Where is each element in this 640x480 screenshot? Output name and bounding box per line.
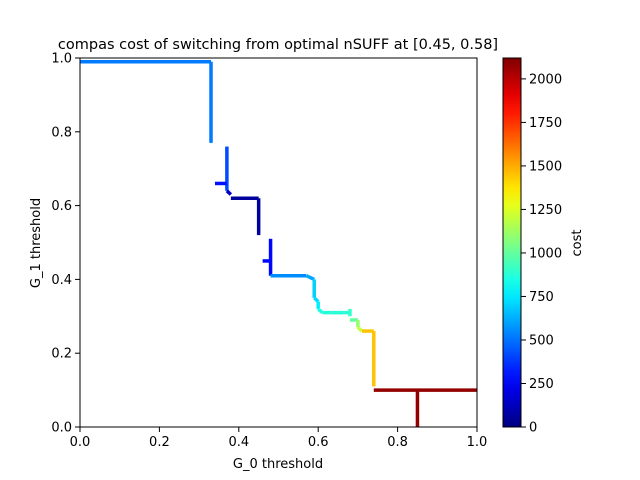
y-axis: 0.0 0.2 0.4 0.6 0.8 1.0 xyxy=(51,52,80,436)
path-segment-19 xyxy=(356,326,364,333)
y-tick-label: 0.0 xyxy=(51,421,72,436)
path-segment-4 xyxy=(225,189,233,196)
plot-area xyxy=(79,57,478,428)
colorbar-tick-label: 750 xyxy=(529,290,554,305)
chart-title: compas cost of switching from optimal nS… xyxy=(58,37,498,53)
path-segment-12 xyxy=(313,296,320,303)
colorbar-tick-label: 0 xyxy=(529,421,537,436)
y-axis-label: G_1 threshold xyxy=(29,198,44,288)
colorbar-tick-label: 1250 xyxy=(529,203,562,218)
y-tick-label: 0.8 xyxy=(51,125,72,140)
x-tick-label: 0.4 xyxy=(228,435,249,450)
colorbar-gradient xyxy=(503,58,521,427)
colorbar-tick-label: 1500 xyxy=(529,159,562,174)
x-tick-label: 0.0 xyxy=(70,435,91,450)
colorbar-frame xyxy=(502,57,522,428)
y-tick-label: 0.6 xyxy=(51,199,72,214)
x-tick-label: 0.2 xyxy=(149,435,170,450)
x-tick-label: 0.8 xyxy=(387,435,408,450)
x-tick-label: 0.6 xyxy=(308,435,329,450)
colorbar-tick-label: 250 xyxy=(529,377,554,392)
y-tick-label: 0.4 xyxy=(51,273,72,288)
cost-path xyxy=(80,59,477,427)
colorbar-tick-label: 500 xyxy=(529,333,554,348)
path-segment-14 xyxy=(317,307,324,314)
colorbar-label: cost xyxy=(570,230,585,257)
plot-frame xyxy=(79,57,478,428)
colorbar-tick-label: 1750 xyxy=(529,116,562,131)
colorbar: 0 250 500 750 1000 1250 1500 1750 2000 xyxy=(502,57,562,436)
y-tick-label: 0.2 xyxy=(51,347,72,362)
x-axis-label: G_0 threshold xyxy=(233,457,323,472)
x-axis: 0.0 0.2 0.4 0.6 0.8 1.0 xyxy=(70,427,488,450)
path-segment-10 xyxy=(305,274,315,281)
colorbar-tick-label: 2000 xyxy=(529,72,562,87)
plot-background xyxy=(80,58,477,427)
colorbar-tick-label: 1000 xyxy=(529,246,562,261)
y-tick-label: 1.0 xyxy=(51,52,72,67)
x-tick-label: 1.0 xyxy=(467,435,488,450)
